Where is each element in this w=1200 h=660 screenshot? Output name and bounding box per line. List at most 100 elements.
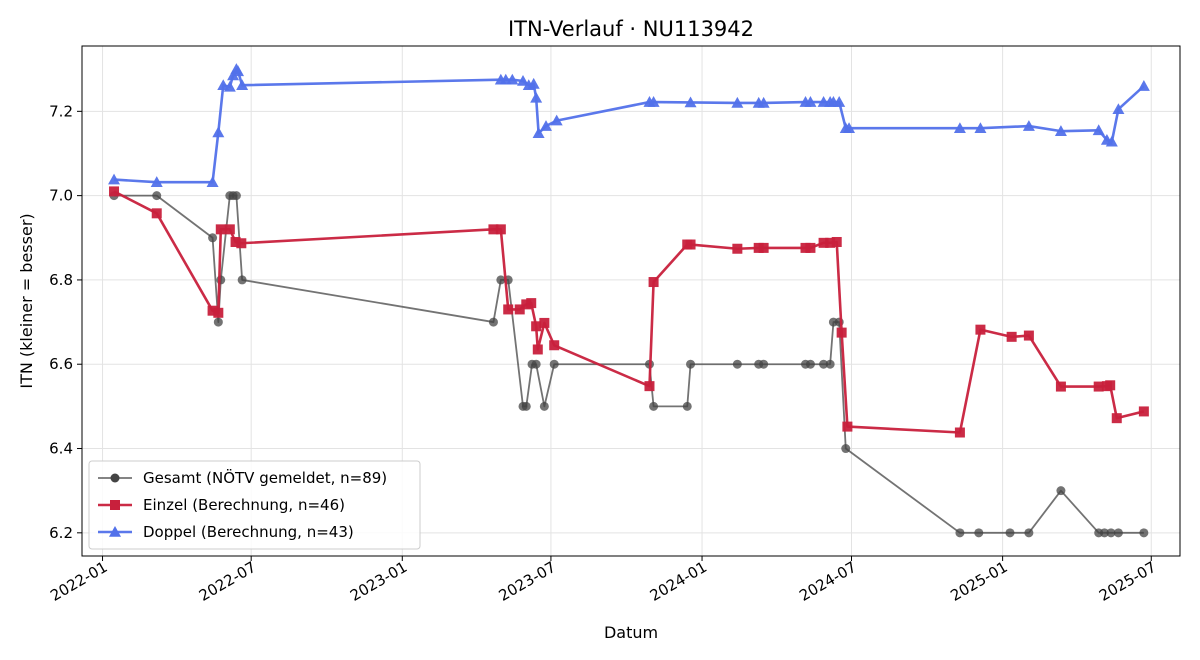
legend-label: Einzel (Berechnung, n=46) xyxy=(143,496,345,514)
data-point xyxy=(818,237,829,248)
data-point xyxy=(1113,528,1123,538)
y-tick-label: 6.2 xyxy=(49,524,73,542)
data-point xyxy=(954,427,965,438)
x-tick-label: 2025-07 xyxy=(1096,558,1159,605)
data-point xyxy=(974,528,984,538)
series-line xyxy=(113,190,1145,434)
data-point xyxy=(213,317,223,327)
data-point xyxy=(1055,381,1066,392)
x-tick-label: 2024-07 xyxy=(796,558,859,605)
legend-label: Gesamt (NÖTV gemeldet, n=89) xyxy=(143,468,387,487)
legend-marker xyxy=(110,500,120,510)
data-point xyxy=(207,305,218,316)
y-tick-label: 6.8 xyxy=(49,271,73,289)
data-point xyxy=(530,91,543,103)
data-point xyxy=(955,528,965,538)
data-point xyxy=(539,317,550,328)
data-point xyxy=(506,73,519,85)
y-tick-label: 7.0 xyxy=(49,187,73,205)
data-point xyxy=(648,277,659,288)
chart-title: ITN-Verlauf · NU113942 xyxy=(508,17,754,41)
data-point xyxy=(108,173,121,185)
x-tick-label: 2025-01 xyxy=(947,558,1010,605)
data-point xyxy=(1022,120,1035,131)
data-point xyxy=(517,74,530,86)
data-point xyxy=(526,298,537,309)
data-point xyxy=(831,236,842,247)
x-tick-label: 2023-07 xyxy=(496,558,559,605)
data-point xyxy=(825,237,836,248)
data-point xyxy=(540,120,553,131)
data-point xyxy=(825,359,835,369)
data-point xyxy=(1099,528,1109,538)
data-point xyxy=(232,65,245,77)
x-tick-label: 2024-01 xyxy=(647,558,710,605)
data-point xyxy=(223,80,236,92)
data-point xyxy=(1006,331,1017,342)
x-tick-label: 2023-01 xyxy=(347,558,410,605)
data-point xyxy=(109,186,120,197)
data-point xyxy=(682,401,692,411)
data-point xyxy=(684,96,697,108)
y-tick-label: 6.6 xyxy=(49,355,73,373)
y-axis-label: ITN (kleiner = besser) xyxy=(17,213,36,388)
data-point xyxy=(731,96,744,108)
data-point xyxy=(549,340,560,351)
data-point xyxy=(150,176,163,187)
data-point xyxy=(213,307,224,318)
legend-box xyxy=(88,460,421,550)
data-point xyxy=(532,127,545,139)
legend: Gesamt (NÖTV gemeldet, n=89) Einzel (Bere… xyxy=(88,460,421,550)
data-point xyxy=(496,275,506,285)
data-point xyxy=(841,444,851,454)
data-point xyxy=(1023,330,1034,341)
data-point xyxy=(212,126,225,138)
data-point xyxy=(1105,380,1116,391)
data-point xyxy=(215,224,226,235)
data-point xyxy=(550,114,563,126)
data-point xyxy=(531,321,542,332)
data-point xyxy=(151,208,162,219)
x-tick-label: 2022-07 xyxy=(196,558,259,605)
data-point xyxy=(1092,124,1105,136)
data-point xyxy=(686,359,696,369)
data-point xyxy=(974,122,987,133)
legend-marker xyxy=(110,473,120,483)
series-0 xyxy=(109,191,1149,538)
data-point xyxy=(805,359,815,369)
data-point xyxy=(488,224,499,235)
data-point xyxy=(649,401,659,411)
data-point xyxy=(488,317,498,327)
series-2 xyxy=(108,63,1150,187)
data-point xyxy=(224,224,235,235)
y-tick-label: 7.2 xyxy=(49,102,73,120)
data-point xyxy=(1056,486,1066,496)
data-point xyxy=(230,236,241,247)
data-point xyxy=(805,242,816,253)
data-point xyxy=(953,122,966,133)
legend-label: Doppel (Berechnung, n=43) xyxy=(143,523,354,541)
data-point xyxy=(833,96,846,107)
data-point xyxy=(216,275,226,285)
x-axis-label: Datum xyxy=(604,623,658,642)
data-point xyxy=(804,96,817,107)
data-point xyxy=(759,359,769,369)
data-point xyxy=(549,359,559,369)
data-point xyxy=(836,327,847,338)
data-point xyxy=(685,239,696,250)
data-point xyxy=(1111,413,1122,424)
data-point xyxy=(843,122,856,133)
data-point xyxy=(206,176,219,187)
data-point xyxy=(1138,406,1149,417)
data-point xyxy=(208,233,218,243)
data-point xyxy=(732,359,742,369)
data-point xyxy=(236,79,249,90)
series-1 xyxy=(109,186,1149,438)
data-point xyxy=(1112,103,1125,115)
data-point xyxy=(503,304,514,315)
data-point xyxy=(732,243,743,254)
data-point xyxy=(217,79,230,90)
series-line xyxy=(113,67,1145,184)
data-point xyxy=(532,344,543,355)
